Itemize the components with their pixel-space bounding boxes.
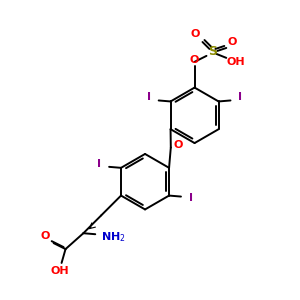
- Text: O: O: [191, 29, 200, 39]
- Text: I: I: [147, 92, 151, 103]
- Text: NH$_2$: NH$_2$: [101, 230, 125, 244]
- Text: O: O: [227, 37, 237, 47]
- Text: I: I: [238, 92, 242, 103]
- Text: I: I: [189, 193, 193, 202]
- Text: S: S: [208, 45, 217, 58]
- Text: O: O: [40, 231, 50, 241]
- Text: OH: OH: [50, 266, 69, 276]
- Text: OH: OH: [227, 57, 245, 67]
- Text: I: I: [97, 159, 101, 169]
- Text: O: O: [173, 140, 182, 150]
- Text: O: O: [190, 55, 199, 65]
